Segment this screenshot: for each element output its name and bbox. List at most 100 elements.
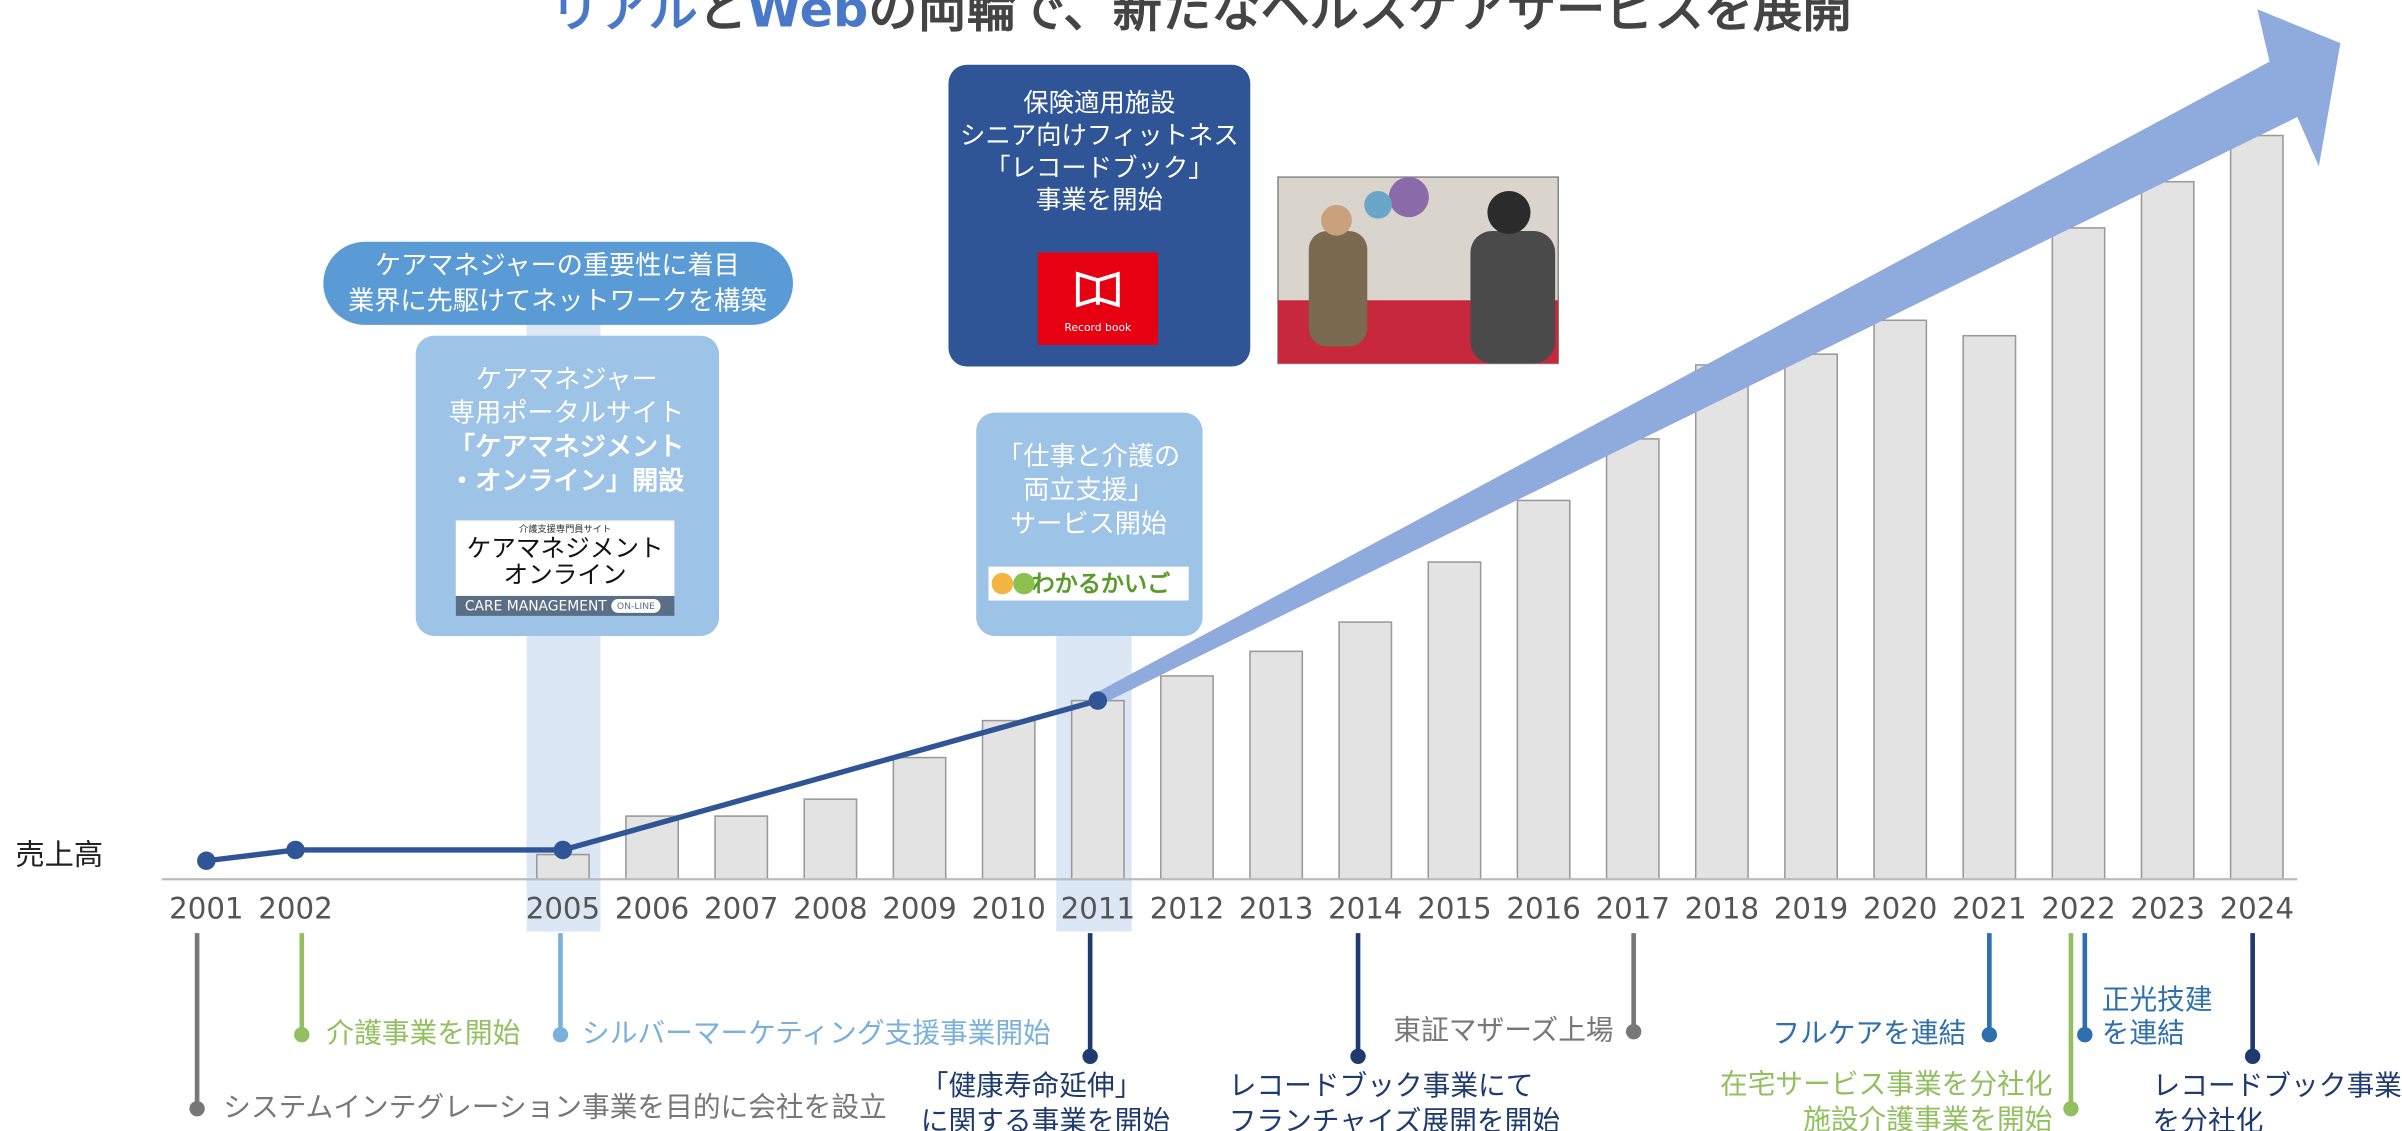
logo-text: 介護支援専門員サイト: [519, 523, 611, 535]
x-tick-label: 2022: [2041, 892, 2115, 926]
logo-text: ケアマネジメント: [467, 534, 664, 563]
chart-title: リアルとWebの両輪で、新たなヘルスケアサービスを展開: [550, 0, 1851, 38]
sales-point: [553, 840, 573, 860]
logo-text: Record book: [1064, 321, 1132, 334]
x-tick-label: 2006: [615, 892, 689, 926]
bar: [2140, 180, 2195, 880]
photo-person: [1308, 230, 1368, 347]
x-tick-label: 2008: [793, 892, 867, 926]
event-dot: [1082, 1048, 1098, 1064]
event-text: 東証マザーズ上場: [1393, 1014, 1613, 1047]
callout-text: 両立支援」: [1023, 476, 1154, 506]
bar: [892, 756, 947, 880]
callout-text: サービス開始: [1010, 510, 1167, 540]
x-tick-label: 2011: [1061, 892, 1135, 926]
callout-text: 専用ポータルサイト: [449, 399, 684, 429]
event-text: フルケアを連結: [1772, 1017, 1966, 1050]
bar: [1160, 675, 1214, 880]
event-text: フランチャイズ展開を開始: [1229, 1105, 1560, 1131]
x-tick-label: 2002: [258, 892, 332, 926]
event-dot: [1625, 1023, 1642, 1040]
callout-box: [948, 64, 1251, 367]
event-dot: [189, 1100, 205, 1117]
bar: [714, 815, 769, 880]
event-text: システムインテグレーション事業を目的に会社を設立: [223, 1091, 887, 1124]
x-tick-label: 2012: [1150, 892, 1224, 926]
logo-text: CARE MANAGEMENT: [465, 599, 607, 615]
logo-text: わかるかいご: [1032, 571, 1171, 598]
event-text: に関する事業を開始: [921, 1105, 1170, 1131]
event-dot: [1350, 1048, 1366, 1064]
event-dot: [2063, 1100, 2079, 1117]
photo-ball: [1388, 177, 1429, 218]
x-tick-label: 2005: [526, 892, 600, 926]
event-dot: [2077, 1027, 2093, 1043]
bar: [1070, 699, 1125, 880]
bar: [981, 719, 1036, 880]
bar: [1605, 438, 1660, 880]
callout-text: シニア向けフィットネス: [960, 120, 1239, 150]
title-part: リアル: [550, 0, 697, 38]
event-text: 施設介護事業を開始: [1803, 1103, 2052, 1131]
x-tick-label: 2013: [1239, 892, 1313, 926]
bar: [2051, 227, 2106, 880]
sales-line: [206, 698, 1099, 864]
x-tick-label: 2014: [1328, 892, 1402, 926]
bar: [1427, 561, 1482, 880]
callout-text: 「ケアマネジメント: [449, 432, 684, 463]
callout-text: 事業を開始: [1036, 185, 1163, 215]
event-text: 正光技建: [2102, 983, 2213, 1016]
photo-head: [1321, 204, 1352, 236]
x-tick-label: 2017: [1596, 892, 1670, 926]
bar: [1873, 319, 1928, 880]
x-tick-label: 2021: [1952, 892, 2026, 926]
logo-text: オンライン: [504, 560, 627, 589]
x-tick-label: 2016: [1506, 892, 1580, 926]
event-dot: [552, 1027, 569, 1043]
logo-icon: [1075, 271, 1120, 308]
bar: [1249, 650, 1304, 880]
event-text: レコードブック事業にて: [1229, 1069, 1534, 1102]
photo-person: [1470, 230, 1556, 364]
event-text: 在宅サービス事業を分社化: [1720, 1068, 2052, 1101]
callout-text: 「仕事と介護の: [997, 442, 1180, 472]
bar: [1784, 353, 1838, 880]
x-tick-label: 2001: [169, 892, 243, 926]
event-text: 「健康寿命延伸」: [921, 1069, 1143, 1102]
event-text: 介護事業を開始: [326, 1017, 520, 1050]
x-tick-label: 2015: [1417, 892, 1491, 926]
callout-text: 業界に先駆けてネットワークを構築: [348, 286, 767, 316]
logo-text: ON-LINE: [617, 601, 655, 612]
event-text: を分社化: [2153, 1105, 2264, 1131]
bar: [1962, 334, 2017, 880]
bar: [1694, 364, 1749, 880]
title-part: Web: [747, 0, 868, 38]
bar: [2229, 134, 2284, 880]
logo-icon: [991, 572, 1014, 595]
growth-arrow: [1090, 9, 2341, 706]
event-dot: [2244, 1048, 2261, 1064]
x-tick-label: 2020: [1863, 892, 1937, 926]
bar: [803, 798, 858, 880]
event-text: シルバーマーケティング支援事業開始: [582, 1017, 1051, 1050]
x-tick-label: 2018: [1685, 892, 1759, 926]
x-tick-label: 2024: [2220, 892, 2294, 926]
x-tick-label: 2019: [1774, 892, 1848, 926]
callout-text: 保険適用施設: [1023, 88, 1175, 118]
x-tick-label: 2023: [2130, 892, 2204, 926]
photo-ball: [1364, 190, 1392, 219]
event-dot: [294, 1027, 310, 1043]
sales-point: [1088, 691, 1108, 710]
callout-text: ケアマネジャーの重要性に着目: [375, 251, 740, 281]
x-tick-label: 2010: [971, 892, 1045, 926]
callout-text: ・オンライン」開設: [449, 465, 685, 496]
sales-point: [286, 840, 305, 860]
x-tick-label: 2007: [704, 892, 778, 926]
sales-point: [197, 851, 216, 870]
logo-icon: [1013, 572, 1035, 595]
callout-text: ケアマネジャー: [476, 365, 658, 395]
bar: [1338, 621, 1393, 880]
title-part: と: [698, 0, 747, 38]
